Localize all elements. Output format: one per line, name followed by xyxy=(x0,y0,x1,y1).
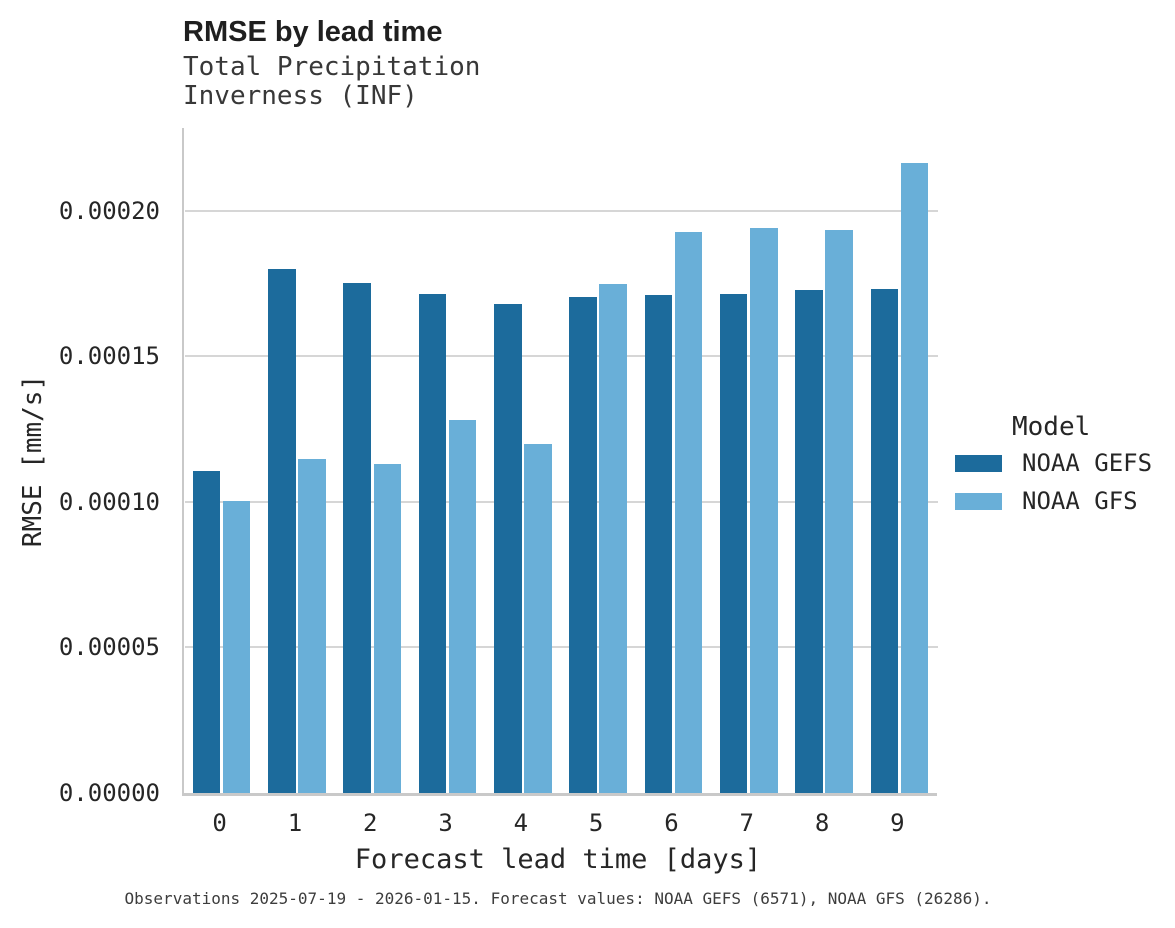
x-tick-label-7: 7 xyxy=(739,809,754,837)
bar-noaa-gefs-day3 xyxy=(418,293,447,793)
y-tick-label-0.00010: 0.00010 xyxy=(58,487,160,516)
legend-item-gefs: NOAA GEFS xyxy=(955,450,1170,476)
y-tick-label-0.00020: 0.00020 xyxy=(58,196,160,225)
x-tick-label-2: 2 xyxy=(363,809,378,837)
legend-label-gfs: NOAA GFS xyxy=(1022,487,1138,515)
x-tick-label-6: 6 xyxy=(664,809,679,837)
x-tick-label-3: 3 xyxy=(438,809,453,837)
chart-subtitle-station: Inverness (INF) xyxy=(183,81,418,111)
bar-noaa-gfs-day0 xyxy=(222,501,251,793)
legend-item-gfs: NOAA GFS xyxy=(955,488,1170,514)
gridline-y-0.00005 xyxy=(185,646,938,649)
footer-caption: Observations 2025-07-19 - 2026-01-15. Fo… xyxy=(124,889,992,908)
x-tick-label-0: 0 xyxy=(212,809,227,837)
y-tick-label-0.00000: 0.00000 xyxy=(58,779,160,807)
x-tick-label-4: 4 xyxy=(513,809,529,837)
legend-label-gefs: NOAA GEFS xyxy=(1022,449,1153,477)
bar-noaa-gefs-day1 xyxy=(268,268,296,793)
bar-noaa-gefs-day9 xyxy=(870,288,899,793)
y-axis-title: RMSE [mm/s] xyxy=(18,374,48,548)
bar-noaa-gfs-day6 xyxy=(674,231,703,793)
chart-title: RMSE by lead time xyxy=(183,16,443,48)
y-tick-label-0.00005: 0.00005 xyxy=(58,633,160,662)
bar-noaa-gfs-day7 xyxy=(750,227,778,793)
gridline-y-0.00010 xyxy=(185,500,938,503)
bar-noaa-gfs-day8 xyxy=(825,229,853,793)
bar-noaa-gefs-day2 xyxy=(343,283,371,793)
chart-subtitle-variable: Total Precipitation xyxy=(183,52,481,82)
bar-noaa-gefs-day4 xyxy=(494,304,522,793)
bar-noaa-gefs-day0 xyxy=(192,470,221,793)
bar-noaa-gfs-day5 xyxy=(599,283,627,793)
gridline-y-0.00015 xyxy=(185,355,938,358)
legend-title: Model xyxy=(1012,412,1091,442)
x-tick-label-1: 1 xyxy=(287,809,303,837)
bar-noaa-gfs-day3 xyxy=(448,419,477,793)
bar-noaa-gfs-day2 xyxy=(373,463,402,793)
bar-noaa-gefs-day8 xyxy=(795,289,823,793)
chart-header: RMSE by lead time Total Precipitation In… xyxy=(183,16,480,111)
bar-noaa-gfs-day9 xyxy=(900,162,929,793)
x-tick-label-9: 9 xyxy=(890,809,905,837)
legend-swatch-gefs xyxy=(955,454,1002,472)
bar-noaa-gefs-day5 xyxy=(569,297,597,793)
bar-noaa-gfs-day1 xyxy=(298,459,326,793)
gridline-y-0.00020 xyxy=(185,209,938,212)
bar-noaa-gefs-day7 xyxy=(719,293,748,793)
legend: Model NOAA GEFS NOAA GFS xyxy=(955,412,1170,526)
bar-noaa-gfs-day4 xyxy=(524,444,552,793)
plot-area xyxy=(182,128,938,796)
y-tick-label-0.00015: 0.00015 xyxy=(58,342,160,371)
legend-swatch-gfs xyxy=(955,492,1002,510)
bar-noaa-gefs-day6 xyxy=(644,295,673,793)
x-axis-title: Forecast lead time [days] xyxy=(354,844,762,875)
x-tick-label-8: 8 xyxy=(814,809,830,837)
x-tick-label-5: 5 xyxy=(588,809,604,837)
